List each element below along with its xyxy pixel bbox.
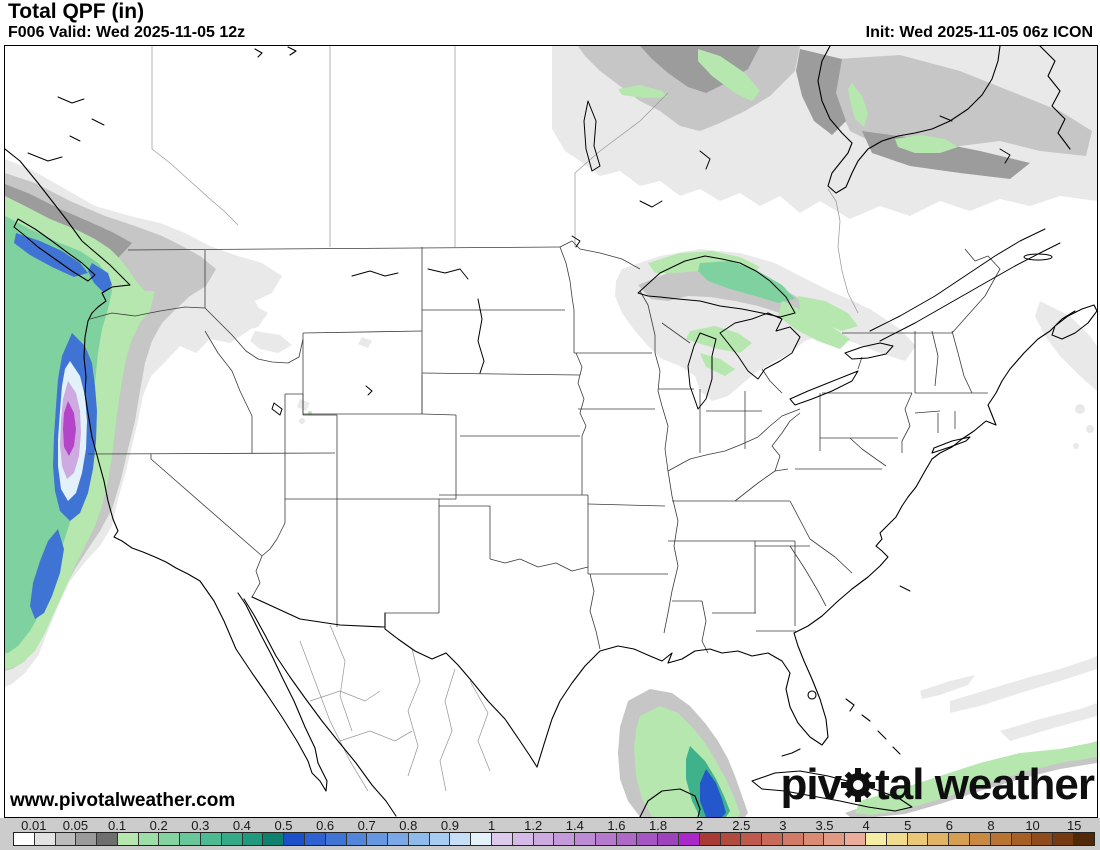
colorbar-cell: [117, 833, 139, 845]
lakes-and-rivers: [27, 96, 1061, 592]
colorbar-tick-label: 0.1: [107, 818, 127, 833]
colorbar-cell: [304, 833, 326, 845]
colorbar-cell: [138, 833, 160, 845]
gear-icon: [841, 763, 876, 813]
pivotal-weather-logo: piv tal weather: [780, 760, 1095, 813]
coastlines: [5, 46, 1097, 817]
canada-mexico-borders: [151, 46, 859, 792]
colorbar-cell: [221, 833, 243, 845]
colorbar-tick-label: 0.5: [274, 818, 293, 833]
logo-text-tal: tal: [875, 760, 924, 809]
watermark-url: www.pivotalweather.com: [10, 790, 236, 811]
colorbar-cell: [595, 833, 617, 845]
colorbar-cell: [1032, 833, 1054, 845]
colorbar-tick-label: 1.8: [648, 818, 668, 833]
colorbar-cell: [1053, 833, 1074, 845]
colorbar-tick-label: 0.3: [191, 818, 210, 833]
colorbar-cell: [679, 833, 700, 845]
colorbar-cell: [408, 833, 430, 845]
colorbar: [13, 832, 1095, 846]
colorbar-cell: [782, 833, 804, 845]
colorbar-cell: [720, 833, 742, 845]
colorbar-cell: [658, 833, 679, 845]
colorbar-cell: [928, 833, 950, 845]
colorbar-tick-label: 1: [487, 818, 496, 833]
colorbar-tick-label: 3: [779, 818, 787, 833]
colorbar-cell: [803, 833, 825, 845]
precip-shading-layer: [5, 46, 1097, 817]
logo-text-piv: piv: [780, 760, 843, 809]
colorbar-cell: [1011, 833, 1033, 845]
colorbar-tick-label: 0.4: [232, 818, 251, 833]
forecast-map: [4, 45, 1098, 818]
colorbar-cell: [554, 833, 576, 845]
colorbar-tick-label: 2.5: [732, 818, 751, 833]
colorbar-cell: [34, 833, 56, 845]
colorbar-tick-label: 0.05: [62, 818, 89, 833]
colorbar-cell: [637, 833, 659, 845]
colorbar-tick-label: 0.7: [357, 818, 376, 833]
colorbar-tick-label: 2: [696, 818, 704, 833]
colorbar-cell: [76, 833, 98, 845]
colorbar-tick-label: 0.8: [399, 818, 418, 833]
colorbar-cell: [388, 833, 409, 845]
colorbar-cell: [824, 833, 846, 845]
colorbar-cell: [429, 833, 451, 845]
colorbar-cell: [886, 833, 908, 845]
logo-text-weather: weather: [923, 760, 1095, 809]
colorbar-cell: [533, 833, 555, 845]
colorbar-tick-label: 0.01: [21, 818, 47, 833]
colorbar-cell: [201, 833, 222, 845]
colorbar-tick-label: 6: [945, 818, 953, 833]
colorbar-tick-label: 1.4: [565, 818, 584, 833]
colorbar-cell: [866, 833, 887, 845]
colorbar-tick-label: 10: [1025, 818, 1040, 833]
colorbar-tick-label: 1.2: [524, 818, 543, 833]
colorbar-cell: [14, 833, 35, 845]
page-title: Total QPF (in): [8, 0, 145, 23]
colorbar-tick-label: 4: [862, 818, 870, 833]
colorbar-cell: [512, 833, 534, 845]
colorbar-cell: [1073, 833, 1094, 845]
colorbar-cell: [575, 833, 596, 845]
colorbar-cell: [450, 833, 472, 845]
colorbar-cell: [616, 833, 638, 845]
colorbar-cell: [346, 833, 368, 845]
colorbar-cell: [367, 833, 389, 845]
colorbar-tick-label: 0.9: [440, 818, 459, 833]
colorbar-cell: [949, 833, 970, 845]
colorbar-cell: [325, 833, 347, 845]
colorbar-cell: [159, 833, 181, 845]
colorbar-tick-label: 0.2: [149, 818, 168, 833]
colorbar-tick-labels: 0.01 0.05 0.1 0.2 0.3 0.4 0.5 0.6 0.7 0.8 0.9 1 1.2 1…: [13, 818, 1095, 833]
colorbar-cell: [741, 833, 763, 845]
valid-time-label: F006 Valid: Wed 2025-11-05 12z: [8, 24, 246, 41]
colorbar-cell: [491, 833, 513, 845]
colorbar-cell: [263, 833, 285, 845]
colorbar-cell: [284, 833, 305, 845]
init-time-label: Init: Wed 2025-11-05 06z ICON: [865, 24, 1093, 41]
colorbar-tick-label: 8: [987, 818, 995, 833]
colorbar-cell: [242, 833, 264, 845]
colorbar-cell: [180, 833, 202, 845]
colorbar-tick-label: 1.6: [607, 818, 626, 833]
colorbar-cell: [969, 833, 991, 845]
colorbar-tick-label: 15: [1066, 818, 1082, 833]
colorbar-cell: [907, 833, 929, 845]
colorbar-cell: [471, 833, 492, 845]
colorbar-tick-label: 0.6: [316, 818, 335, 833]
colorbar-tick-label: 3.5: [815, 818, 834, 833]
colorbar-cell: [990, 833, 1012, 845]
us-state-borders: [87, 240, 1001, 654]
colorbar-cell: [762, 833, 783, 845]
colorbar-cell: [97, 833, 118, 845]
colorbar-cell: [55, 833, 77, 845]
map-svg: [5, 46, 1097, 817]
colorbar-cell: [845, 833, 867, 845]
colorbar-cell: [699, 833, 721, 845]
colorbar-strip: 0.01 0.05 0.1 0.2 0.3 0.4 0.5 0.6 0.7 0.8 0.9 1 1.2 1…: [0, 818, 1100, 850]
colorbar-tick-label: 5: [904, 818, 912, 833]
